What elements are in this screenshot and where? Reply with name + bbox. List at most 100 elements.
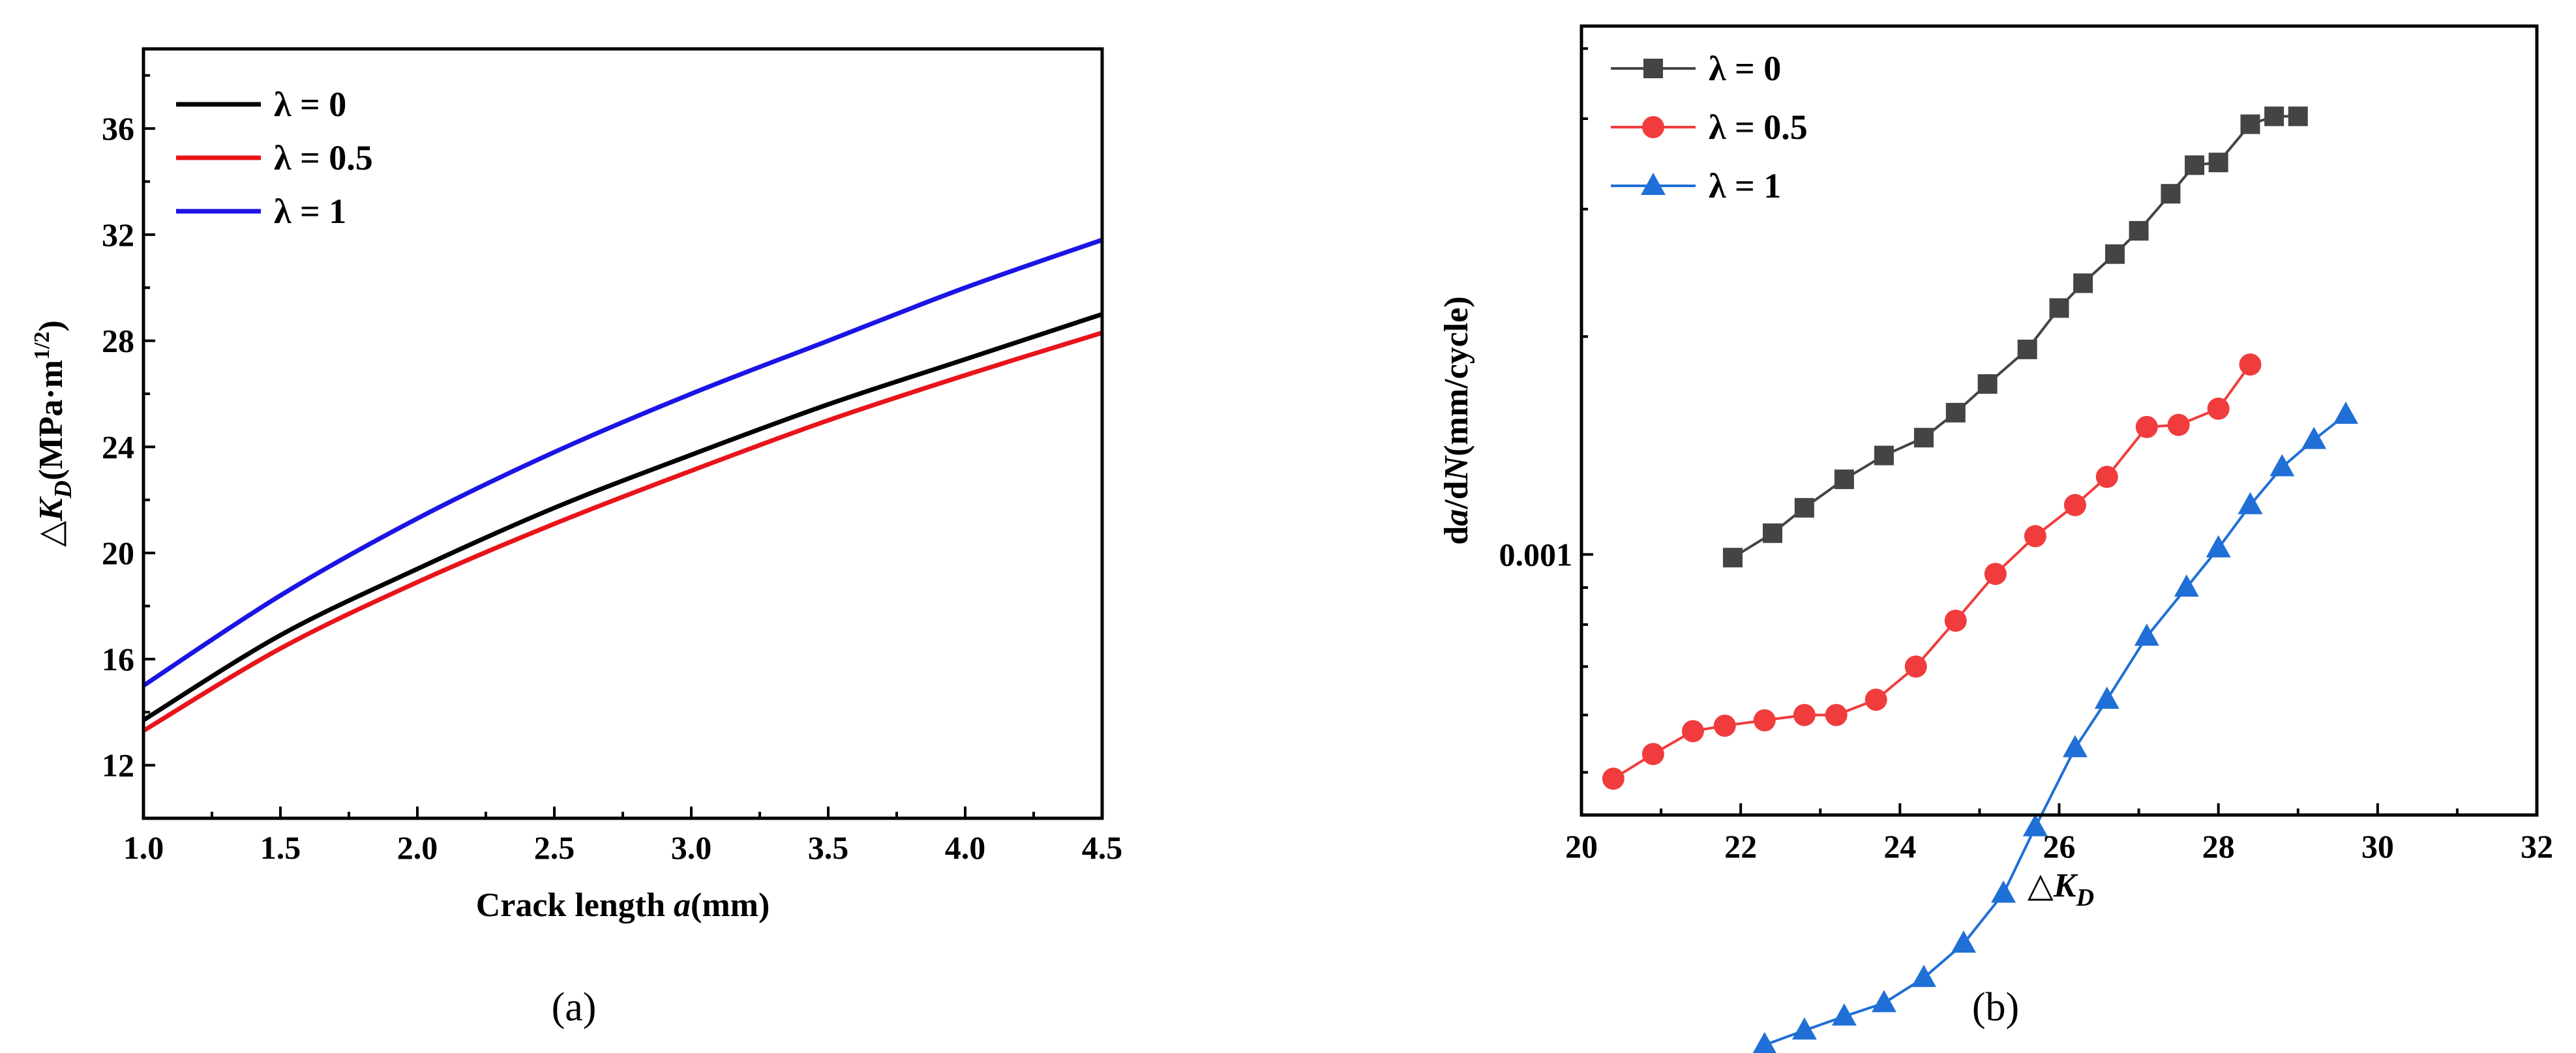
- panel-b-data-point: [2134, 623, 2159, 646]
- panel-b-y-axis-title: da/dN(mm/cycle): [1438, 296, 1475, 544]
- panel-b-data-point: [2185, 155, 2205, 175]
- panel-a-y-axis-title: △KD(MPa·m1/2): [30, 320, 77, 547]
- panel-a-y-tick-label: 12: [102, 747, 134, 784]
- panel-b-data-point: [1871, 990, 1896, 1013]
- panel-b-legend-marker: [1642, 116, 1664, 138]
- panel-b-x-tick-label: 20: [1565, 828, 1598, 865]
- panel-b-data-point: [1752, 1031, 1776, 1053]
- panel-a-x-tick-label: 1.0: [123, 829, 164, 866]
- x-title-suffix: (mm): [691, 887, 770, 924]
- panel-b-data-point: [2301, 426, 2327, 449]
- panel-a-y-tick-label: 24: [102, 428, 134, 465]
- panel-a-x-tick-label: 4.0: [945, 829, 986, 866]
- panel-b-data-point: [2240, 114, 2260, 134]
- panel-b-data-point: [1602, 767, 1625, 790]
- panel-b-data-point: [2135, 415, 2158, 438]
- panel-b-data-point: [1791, 1017, 1817, 1040]
- panel-b-data-point: [2073, 273, 2093, 293]
- panel-b-x-axis-title: △KD: [2028, 867, 2094, 912]
- panel-a-series-line-2: [142, 237, 1103, 688]
- panel-b-data-point: [1825, 704, 1848, 726]
- panel-a-y-tick-label: 16: [102, 641, 134, 677]
- panel-b-data-point: [1753, 709, 1776, 732]
- panel-a-x-tick-label: 4.5: [1082, 829, 1123, 866]
- panel-b-data-point: [2017, 339, 2037, 359]
- panel-b-legend-marker: [1643, 59, 1663, 78]
- y-title-part-2: a: [1438, 509, 1475, 526]
- panel-a-y-tick-label: 20: [102, 535, 134, 571]
- panel-b-data-point: [2269, 454, 2295, 477]
- panel-b-legend-label: λ = 1: [1709, 166, 1781, 205]
- panel-b-data-point: [1991, 880, 2016, 903]
- panel-b-data-point: [1904, 655, 1927, 678]
- panel-b-data-point: [1977, 374, 1998, 394]
- panel-b-data-point: [2238, 492, 2263, 514]
- panel-a-y-tick-label: 32: [102, 216, 134, 253]
- panel-b-data-point: [2063, 494, 2086, 516]
- panel-b-series-line-0: [1731, 115, 2298, 559]
- panel-a-lines: [142, 237, 1103, 733]
- panel-b-data-point: [2264, 106, 2284, 126]
- y-title-units: (MPa·m: [33, 360, 70, 481]
- panel-b-data-point: [1763, 523, 1782, 543]
- panel-b-data-point: [2104, 244, 2125, 264]
- x-title-symbol: △K: [2028, 867, 2078, 904]
- panel-b-x-tick-label: 32: [2521, 828, 2553, 865]
- panel-b-data-point: [1944, 609, 1967, 632]
- panel-b-label: (b): [1972, 985, 2019, 1030]
- panel-b-data-point: [2174, 574, 2199, 597]
- panel-b-data-point: [1794, 497, 1814, 518]
- y-title-part-3: /d: [1438, 481, 1475, 509]
- panel-b-data-point: [1865, 689, 1887, 711]
- panel-b-x-tick-label: 22: [1724, 828, 1757, 865]
- panel-b-data-point: [1722, 548, 1743, 568]
- panel-b-x-tick-label: 24: [1883, 828, 1916, 865]
- panel-b-data-point: [2129, 220, 2149, 241]
- panel-a-x-tick-label: 2.5: [534, 829, 575, 866]
- y-title-subscript: D: [50, 481, 77, 499]
- y-title-part-5: (mm/cycle): [1438, 296, 1475, 456]
- panel-b-data-point: [2206, 535, 2231, 557]
- panel-b-x-tick-label: 30: [2361, 828, 2394, 865]
- panel-b-data-point: [1911, 964, 1936, 987]
- panel-a-legend-label: λ = 1: [274, 192, 346, 231]
- panel-b-data-point: [1713, 714, 1736, 737]
- panel-b-data-point: [1793, 704, 1816, 726]
- panel-b-y-tick-label: 0.001: [1499, 536, 1573, 572]
- panel-b-ticks: 20 22 24 26 28 30 32 0.001: [1499, 47, 2553, 865]
- y-title-superscript: 1/2: [30, 331, 54, 359]
- panel-a-x-axis-title: Crack length a(mm): [476, 887, 770, 924]
- panel-b-data-point: [1951, 930, 1976, 953]
- panel-b-data-point: [2288, 106, 2308, 126]
- panel-b-data-point: [1984, 563, 2007, 586]
- panel-a-y-tick-label: 36: [102, 110, 134, 147]
- panel-b-data-point: [2161, 184, 2181, 204]
- y-title-part-4: N: [1438, 454, 1475, 481]
- panel-b-series: [1602, 106, 2358, 1053]
- x-title-subscript: D: [2076, 884, 2094, 912]
- panel-b-legend-label: λ = 0.5: [1709, 108, 1808, 147]
- panel-a-legend-label: λ = 0.5: [274, 138, 373, 177]
- panel-b-data-point: [2208, 153, 2228, 173]
- panel-b-data-point: [2024, 525, 2046, 548]
- x-title-prefix: Crack length: [476, 887, 674, 924]
- panel-a-label: (a): [552, 985, 597, 1030]
- panel-b-legend-marker: [1641, 173, 1666, 195]
- panel-b-data-point: [1641, 743, 1664, 765]
- y-title-part-1: d: [1438, 526, 1475, 545]
- panel-b-chart: 20 22 24 26 28 30 32 0.001 λ = 0 λ = 0.5 λ = 1 △K…: [1438, 24, 2553, 1053]
- y-title-close: ): [33, 320, 70, 331]
- panel-a-chart: 1.0 1.5 2.0 2.5 3.0 3.5 4.0 4.5 12 16 20 24 28 32 36 λ…: [30, 47, 1123, 1030]
- panel-a-x-tick-label: 2.0: [397, 829, 438, 866]
- panel-b-data-point: [1913, 428, 1934, 448]
- panel-b-data-point: [1834, 469, 1854, 490]
- panel-a-x-tick-label: 1.5: [260, 829, 301, 866]
- panel-b-data-point: [2095, 466, 2118, 488]
- panel-b-data-point: [1874, 445, 1894, 466]
- panel-b-data-point: [1681, 720, 1704, 743]
- panel-b-data-point: [2207, 397, 2230, 420]
- panel-a-legend-label: λ = 0: [274, 85, 346, 124]
- panel-a-legend: λ = 0 λ = 0.5 λ = 1: [176, 85, 373, 231]
- panel-b-data-point: [2239, 353, 2262, 376]
